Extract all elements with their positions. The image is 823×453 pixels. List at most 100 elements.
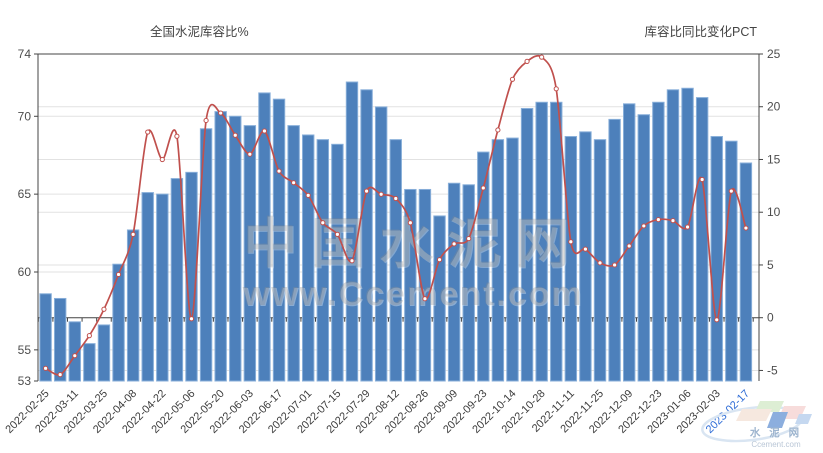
- bar-16[interactable]: [258, 92, 271, 382]
- yoy-point-37[interactable]: [568, 239, 574, 245]
- yoy-point-15[interactable]: [247, 151, 253, 157]
- bar-45[interactable]: [681, 87, 694, 382]
- bar-17[interactable]: [272, 98, 286, 382]
- yoy-point-26[interactable]: [407, 220, 413, 226]
- bar-29[interactable]: [447, 182, 461, 382]
- bar-5[interactable]: [97, 324, 111, 382]
- bar-2[interactable]: [53, 297, 67, 382]
- yoy-point-46[interactable]: [699, 176, 705, 183]
- yoy-point-22[interactable]: [349, 258, 355, 264]
- yoy-point-33[interactable]: [509, 76, 516, 82]
- bar-3[interactable]: [68, 321, 81, 382]
- bar-19[interactable]: [302, 134, 315, 382]
- yoy-point-1[interactable]: [42, 365, 49, 371]
- yoy-point-43[interactable]: [655, 217, 661, 223]
- bar-27[interactable]: [418, 188, 432, 382]
- bar-48[interactable]: [725, 140, 738, 382]
- bar-9[interactable]: [156, 193, 169, 382]
- bar-1[interactable]: [39, 293, 52, 382]
- yoy-point-32[interactable]: [495, 127, 501, 133]
- bar-11[interactable]: [185, 171, 198, 382]
- yoy-point-39[interactable]: [597, 260, 603, 266]
- yoy-point-41[interactable]: [626, 243, 632, 249]
- bar-37[interactable]: [564, 136, 578, 382]
- bar-7[interactable]: [126, 229, 140, 382]
- yoy-point-13[interactable]: [218, 110, 224, 116]
- bar-47[interactable]: [710, 136, 723, 382]
- bar-41[interactable]: [623, 103, 636, 382]
- yoy-point-19[interactable]: [305, 192, 311, 198]
- yoy-point-12[interactable]: [203, 117, 209, 124]
- bar-44[interactable]: [666, 89, 680, 382]
- bar-36[interactable]: [550, 101, 563, 382]
- yoy-point-47[interactable]: [714, 317, 720, 323]
- bar-4[interactable]: [83, 343, 96, 382]
- yoy-point-27[interactable]: [422, 296, 428, 302]
- yoy-point-16[interactable]: [261, 128, 268, 134]
- bar-15[interactable]: [243, 125, 257, 382]
- yoy-point-3[interactable]: [72, 353, 78, 359]
- yoy-point-9[interactable]: [159, 156, 165, 163]
- yoy-point-21[interactable]: [334, 231, 340, 237]
- bar-42[interactable]: [637, 114, 650, 382]
- yoy-point-23[interactable]: [363, 188, 370, 194]
- yoy-point-14[interactable]: [232, 132, 238, 138]
- bar-28[interactable]: [433, 215, 446, 382]
- bar-8[interactable]: [141, 192, 154, 382]
- bar-25[interactable]: [389, 139, 402, 382]
- yoy-point-45[interactable]: [684, 224, 691, 230]
- bar-18[interactable]: [287, 125, 300, 382]
- bar-24[interactable]: [374, 106, 388, 382]
- bar-26[interactable]: [404, 188, 417, 382]
- yoy-point-5[interactable]: [101, 306, 107, 312]
- bar-33[interactable]: [506, 137, 519, 382]
- yoy-line-series[interactable]: [42, 54, 749, 378]
- yoy-point-35[interactable]: [539, 54, 545, 60]
- yoy-point-6[interactable]: [115, 271, 122, 278]
- yoy-point-18[interactable]: [291, 180, 297, 186]
- bar-10[interactable]: [170, 178, 184, 382]
- bar-12[interactable]: [199, 128, 213, 382]
- yoy-point-24[interactable]: [378, 191, 384, 197]
- yoy-point-28[interactable]: [436, 257, 443, 263]
- bar-30[interactable]: [462, 184, 475, 382]
- yoy-point-11[interactable]: [188, 316, 195, 322]
- yoy-point-4[interactable]: [86, 333, 92, 339]
- yoy-point-2[interactable]: [57, 372, 63, 378]
- bar-34[interactable]: [520, 108, 534, 382]
- yoy-point-20[interactable]: [320, 220, 326, 226]
- bar-32[interactable]: [491, 139, 505, 382]
- yoy-point-7[interactable]: [130, 231, 136, 237]
- bar-49[interactable]: [739, 162, 753, 382]
- bar-23[interactable]: [360, 89, 373, 382]
- bar-22[interactable]: [345, 81, 359, 382]
- yoy-point-29[interactable]: [451, 241, 457, 247]
- yoy-point-8[interactable]: [145, 129, 151, 135]
- bar-43[interactable]: [652, 101, 665, 382]
- yoy-point-36[interactable]: [553, 86, 559, 92]
- yoy-point-49[interactable]: [743, 225, 749, 231]
- yoy-point-25[interactable]: [393, 195, 399, 202]
- bar-31[interactable]: [477, 151, 490, 382]
- bar-series[interactable]: [39, 81, 753, 382]
- yoy-point-30[interactable]: [466, 235, 472, 242]
- yoy-point-31[interactable]: [480, 185, 486, 191]
- yoy-point-48[interactable]: [728, 188, 734, 194]
- bar-46[interactable]: [695, 97, 709, 382]
- bar-35[interactable]: [535, 101, 548, 382]
- bar-20[interactable]: [316, 139, 329, 382]
- bar-38[interactable]: [579, 131, 592, 382]
- yoy-point-17[interactable]: [276, 168, 282, 174]
- bar-40[interactable]: [608, 118, 621, 382]
- yoy-point-40[interactable]: [612, 262, 618, 268]
- bar-6[interactable]: [112, 263, 125, 382]
- yoy-point-42[interactable]: [641, 223, 647, 229]
- yoy-point-44[interactable]: [670, 218, 676, 224]
- bar-14[interactable]: [229, 115, 242, 382]
- yoy-point-10[interactable]: [174, 133, 180, 139]
- bar-21[interactable]: [331, 143, 344, 382]
- yoy-point-38[interactable]: [582, 246, 589, 252]
- bar-13[interactable]: [214, 111, 227, 382]
- yoy-point-34[interactable]: [524, 58, 530, 64]
